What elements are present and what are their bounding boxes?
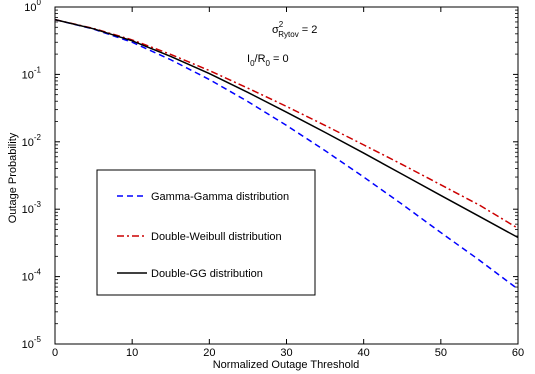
series-line-2 xyxy=(54,18,519,229)
legend-label-3: Double-GG distribution xyxy=(151,268,263,280)
legend-label-2: Double-Weibull distribution xyxy=(151,231,282,243)
legend-box xyxy=(96,169,316,296)
x-tick-label: 30 xyxy=(280,347,292,359)
y-tick-label: 10-4 xyxy=(22,268,42,284)
y-axis-label: Outage Probability xyxy=(7,132,19,223)
series-line-1 xyxy=(54,18,519,290)
annotation-rytov-variance: σ2 Rytov = 2 xyxy=(272,20,317,39)
x-tick-label: 50 xyxy=(435,347,447,359)
x-tick-label: 10 xyxy=(126,347,138,359)
legend-label-1: Gamma-Gamma distribution xyxy=(151,191,289,203)
y-tick-label: 10-5 xyxy=(22,335,42,351)
x-tick-label: 20 xyxy=(203,347,215,359)
y-tick-label: 10-2 xyxy=(22,133,42,149)
x-tick-label: 60 xyxy=(512,347,524,359)
y-tick-label: 10-1 xyxy=(22,65,42,81)
y-tick-label: 10-3 xyxy=(22,200,42,216)
x-axis-label: Normalized Outage Threshold xyxy=(213,359,360,371)
annotation-pointing-ratio: I0/R0 = 0 xyxy=(247,53,289,68)
series-line-3 xyxy=(54,18,519,239)
x-tick-label: 0 xyxy=(52,347,58,359)
x-tick-label: 40 xyxy=(358,347,370,359)
y-tick-label: 100 xyxy=(24,0,41,14)
